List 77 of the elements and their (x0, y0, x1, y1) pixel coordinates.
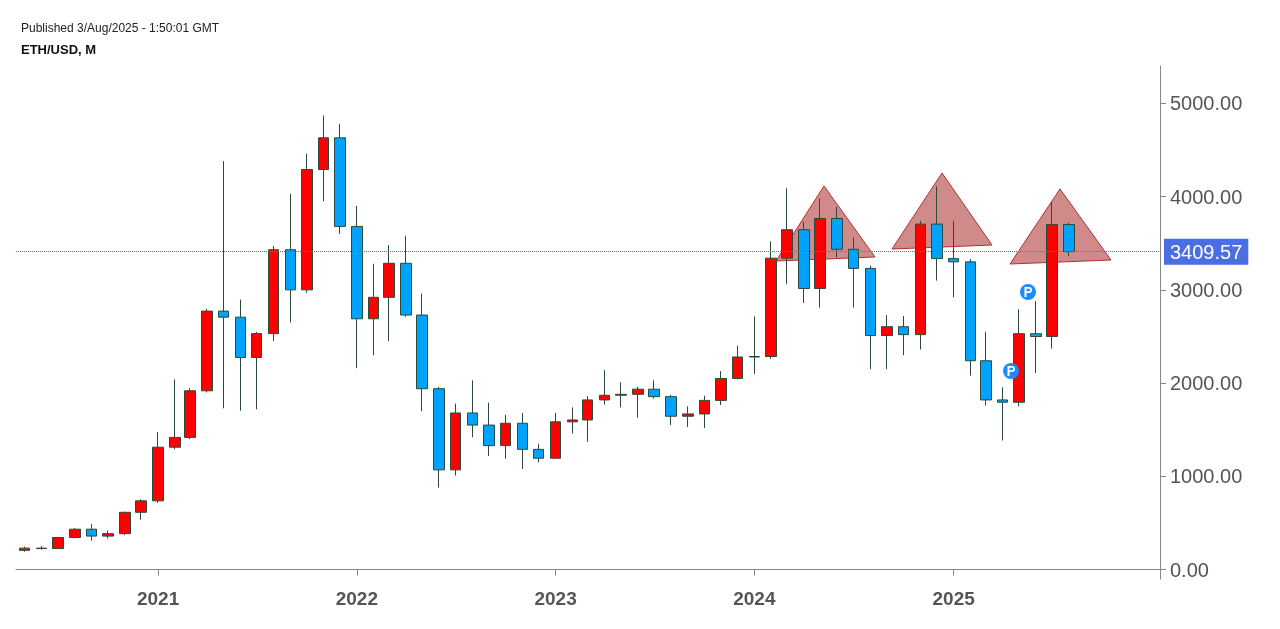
candlestick (648, 379, 660, 400)
x-tick-label: 2025 (932, 588, 976, 609)
candlestick (831, 206, 843, 258)
candlestick (86, 523, 97, 542)
candlestick (1030, 300, 1042, 374)
y-tick-label: 2000.00 (1170, 372, 1243, 395)
y-tick-label: 3000.00 (1170, 278, 1243, 301)
candlestick (301, 153, 313, 294)
candlestick (500, 414, 511, 460)
candlestick (749, 315, 760, 375)
candlestick (699, 395, 710, 429)
candlestick (52, 536, 64, 550)
candlestick (102, 529, 114, 540)
candlestick (765, 240, 777, 360)
candlestick (848, 237, 859, 309)
candlestick (334, 123, 346, 235)
candlestick (567, 406, 578, 434)
y-tick-label: 0.00 (1170, 558, 1209, 581)
candlestick (931, 185, 943, 282)
y-tick-label: 4000.00 (1170, 185, 1243, 208)
candlestick (368, 263, 379, 356)
candlestick (798, 221, 810, 304)
candlestick (997, 386, 1008, 441)
candlestick (135, 498, 147, 521)
candlestick (285, 193, 296, 323)
candlestick (881, 314, 893, 370)
candlestick (383, 244, 395, 342)
candlestick (615, 381, 627, 408)
candlestick (169, 378, 181, 450)
candlestick (218, 160, 229, 409)
candlestick (251, 331, 262, 410)
candlestick (915, 220, 926, 351)
candlestick (965, 258, 976, 377)
candlestick (235, 299, 246, 412)
candlestick (416, 293, 428, 412)
candlestick (781, 187, 793, 285)
candlestick (483, 402, 495, 457)
candlestick (715, 370, 727, 406)
text: Published 3/Aug/2025 - 1:50:01 GMT (21, 21, 220, 35)
candlestick (152, 431, 164, 504)
candlestick (632, 386, 644, 419)
candlestick (517, 412, 528, 470)
candlestick (682, 405, 694, 428)
y-tick-label: 5000.00 (1170, 92, 1243, 115)
candlestick (582, 395, 593, 443)
candlestick (119, 511, 131, 536)
candlestick (732, 345, 743, 380)
candlestick (980, 331, 992, 407)
candlestick (1046, 201, 1058, 350)
x-tick-label: 2022 (335, 588, 378, 609)
candlestick (1063, 222, 1075, 257)
candlestick (184, 387, 196, 440)
candlestick (69, 527, 81, 539)
candlestick (948, 220, 959, 298)
candlestick (400, 235, 412, 318)
candlestick (898, 315, 909, 356)
x-tick-label: 2021 (136, 588, 180, 609)
candlestick (665, 394, 677, 426)
y-tick-label: 1000.00 (1170, 465, 1243, 488)
candlestick (318, 114, 329, 202)
candlestick (433, 386, 445, 489)
candlestick (467, 379, 478, 438)
candlestick (268, 245, 279, 342)
candlestick (814, 197, 826, 309)
chart-title: ETH/USD, M (21, 42, 97, 57)
candlestick (351, 205, 363, 369)
candlestick (36, 545, 47, 550)
ref-line-label: 3409.57 (1170, 240, 1243, 263)
candlestick (599, 369, 610, 406)
candlestick (550, 412, 561, 460)
candlestick (865, 265, 876, 370)
candlestick (19, 546, 30, 553)
x-tick-label: 2023 (534, 588, 577, 609)
candlestick (201, 308, 213, 393)
candlestick (450, 403, 461, 476)
candlestick (533, 443, 544, 463)
x-tick-label: 2024 (733, 588, 776, 609)
